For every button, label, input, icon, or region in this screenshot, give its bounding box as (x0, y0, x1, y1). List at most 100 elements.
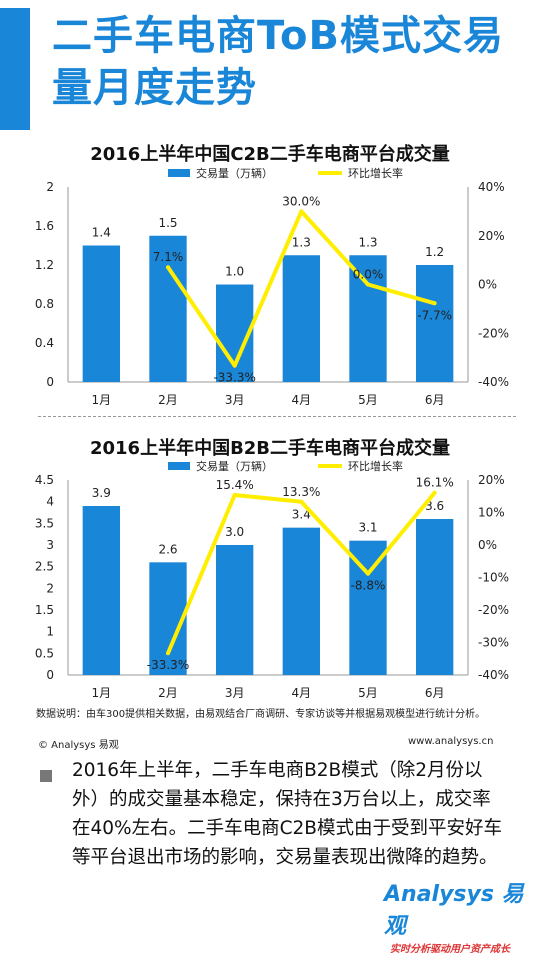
c2b-left-tick-label: 1.2 (35, 258, 54, 272)
c2b-category-label: 6月 (425, 393, 445, 407)
b2b-bar-value-label: 3.0 (225, 525, 244, 539)
b2b-left-tick-label: 2 (46, 581, 54, 595)
b2b-growth-label: 13.3% (282, 485, 320, 499)
c2b-right-tick-label: -20% (478, 326, 509, 340)
b2b-bar (282, 527, 320, 675)
c2b-bar (349, 255, 387, 382)
c2b-growth-label: -7.7% (417, 308, 452, 322)
b2b-legend-line-label: 环比增长率 (348, 459, 403, 473)
b2b-growth-label: 15.4% (216, 478, 254, 492)
brand-tagline: 实时分析驱动用户资产成长 (390, 944, 510, 955)
b2b-growth-point (232, 492, 237, 497)
b2b-category-label: 4月 (292, 686, 312, 700)
c2b-legend-line-label: 环比增长率 (348, 166, 403, 180)
copyright: © Analysys 易观 (38, 740, 119, 751)
c2b-right-tick-label: -40% (478, 375, 509, 389)
c2b-bar (82, 245, 120, 382)
b2b-growth-label: 16.1% (416, 476, 454, 490)
b2b-right-tick-label: -30% (478, 636, 509, 650)
c2b-left-tick-label: 1.6 (35, 219, 54, 233)
b2b-left-tick-label: 0.5 (35, 646, 54, 660)
b2b-left-tick-label: 2.5 (35, 560, 54, 574)
title-accent-bar (0, 8, 30, 130)
c2b-legend-bar-label: 交易量（万辆） (196, 166, 273, 180)
c2b-growth-label: 30.0% (282, 194, 320, 208)
b2b-growth-label: -8.8% (351, 579, 386, 593)
brand-block: Analysys 易观 实时分析驱动用户资产成长 (384, 876, 534, 955)
b2b-left-tick-label: 1.5 (35, 603, 54, 617)
c2b-bar-value-label: 1.0 (225, 265, 244, 279)
b2b-bar-value-label: 3.9 (92, 486, 111, 500)
bullet-square-icon (40, 770, 52, 782)
b2b-growth-point (299, 499, 304, 504)
b2b-right-tick-label: -20% (478, 603, 509, 617)
b2b-left-tick-label: 4.5 (35, 473, 54, 487)
c2b-left-tick-label: 0.4 (35, 336, 54, 350)
c2b-category-label: 1月 (92, 393, 112, 407)
c2b-left-tick-label: 2 (46, 180, 54, 194)
b2b-growth-point (166, 651, 170, 656)
b2b-left-tick-label: 3 (46, 538, 54, 552)
c2b-growth-label: -33.3% (213, 371, 255, 385)
c2b-bar-value-label: 1.5 (158, 216, 177, 230)
c2b-left-tick-label: 0.8 (35, 297, 54, 311)
c2b-growth-point (232, 363, 237, 368)
b2b-category-label: 5月 (358, 686, 378, 700)
b2b-right-tick-label: -10% (478, 571, 509, 585)
chart1-title: 2016上半年中国C2B二手车电商平台成交量 (90, 144, 450, 165)
b2b-category-label: 1月 (92, 686, 112, 700)
c2b-chart: 交易量（万辆） 环比增长率 0 0.4 0.8 1.2 1.6 2 -40% -20% 0% 20% 4… (35, 166, 509, 407)
b2b-bar-value-label: 2.6 (158, 542, 177, 556)
c2b-growth-label: 7.1% (153, 250, 184, 264)
b2b-growth-label: -33.3% (147, 658, 189, 672)
source-note: 数据说明：由车300提供相关数据，由易观结合厂商调研、专家访谈等并根据易观模型进… (36, 709, 486, 720)
c2b-category-label: 3月 (225, 393, 245, 407)
c2b-right-tick-label: 40% (478, 180, 505, 194)
b2b-right-tick-label: 0% (478, 538, 497, 552)
c2b-category-label: 2月 (158, 393, 178, 407)
b2b-legend-bar-swatch (168, 462, 190, 470)
c2b-growth-label: 0.0% (353, 268, 384, 282)
c2b-bar-value-label: 1.4 (92, 226, 111, 240)
c2b-growth-point (432, 301, 437, 306)
b2b-bar (416, 519, 454, 675)
c2b-category-label: 4月 (292, 393, 312, 407)
b2b-bar (216, 545, 254, 675)
b2b-bar-value-label: 3.1 (358, 521, 377, 535)
c2b-growth-point (366, 282, 370, 287)
c2b-legend-bar-swatch (168, 169, 190, 177)
b2b-left-tick-label: 1 (46, 625, 54, 639)
b2b-right-tick-label: 10% (478, 506, 505, 520)
c2b-bar-value-label: 1.3 (292, 235, 311, 249)
page-title: 二手车电商ToB模式交易量月度走势 (52, 13, 504, 111)
b2b-category-label: 6月 (425, 686, 445, 700)
b2b-right-tick-label: 20% (478, 473, 505, 487)
brand-logo: Analysys 易观 (384, 882, 524, 939)
chart-separator (38, 416, 516, 417)
c2b-bar-value-label: 1.2 (425, 245, 444, 259)
b2b-right-tick-label: -40% (478, 668, 509, 682)
b2b-chart: 交易量（万辆） 环比增长率 0 0.5 1 1.5 2 2.5 3 3.5 4 4.5 -40% -30%… (35, 459, 509, 700)
c2b-bar-value-label: 1.3 (358, 235, 377, 249)
b2b-growth-point (366, 571, 370, 576)
c2b-growth-point (299, 209, 304, 214)
b2b-legend-bar-label: 交易量（万辆） (196, 459, 273, 473)
c2b-category-label: 5月 (358, 393, 378, 407)
summary-text: 2016年上半年，二手车电商B2B模式（除2月份以外）的成交量基本稳定，保持在3… (72, 760, 503, 868)
c2b-bar (416, 265, 454, 382)
website-link[interactable]: www.analysys.cn (408, 736, 494, 747)
c2b-right-tick-label: 0% (478, 278, 497, 292)
b2b-bar-value-label: 3.6 (425, 499, 444, 513)
c2b-left-tick-label: 0 (46, 375, 54, 389)
c2b-bar (282, 255, 320, 382)
c2b-bar (149, 235, 187, 382)
b2b-bar-value-label: 3.4 (292, 508, 311, 522)
b2b-growth-point (432, 490, 437, 495)
b2b-left-tick-label: 0 (46, 668, 54, 682)
b2b-category-label: 2月 (158, 686, 178, 700)
b2b-bar (82, 506, 120, 675)
c2b-right-tick-label: 20% (478, 229, 505, 243)
b2b-category-label: 3月 (225, 686, 245, 700)
chart2-title: 2016上半年中国B2B二手车电商平台成交量 (89, 438, 451, 459)
b2b-left-tick-label: 4 (46, 495, 54, 509)
